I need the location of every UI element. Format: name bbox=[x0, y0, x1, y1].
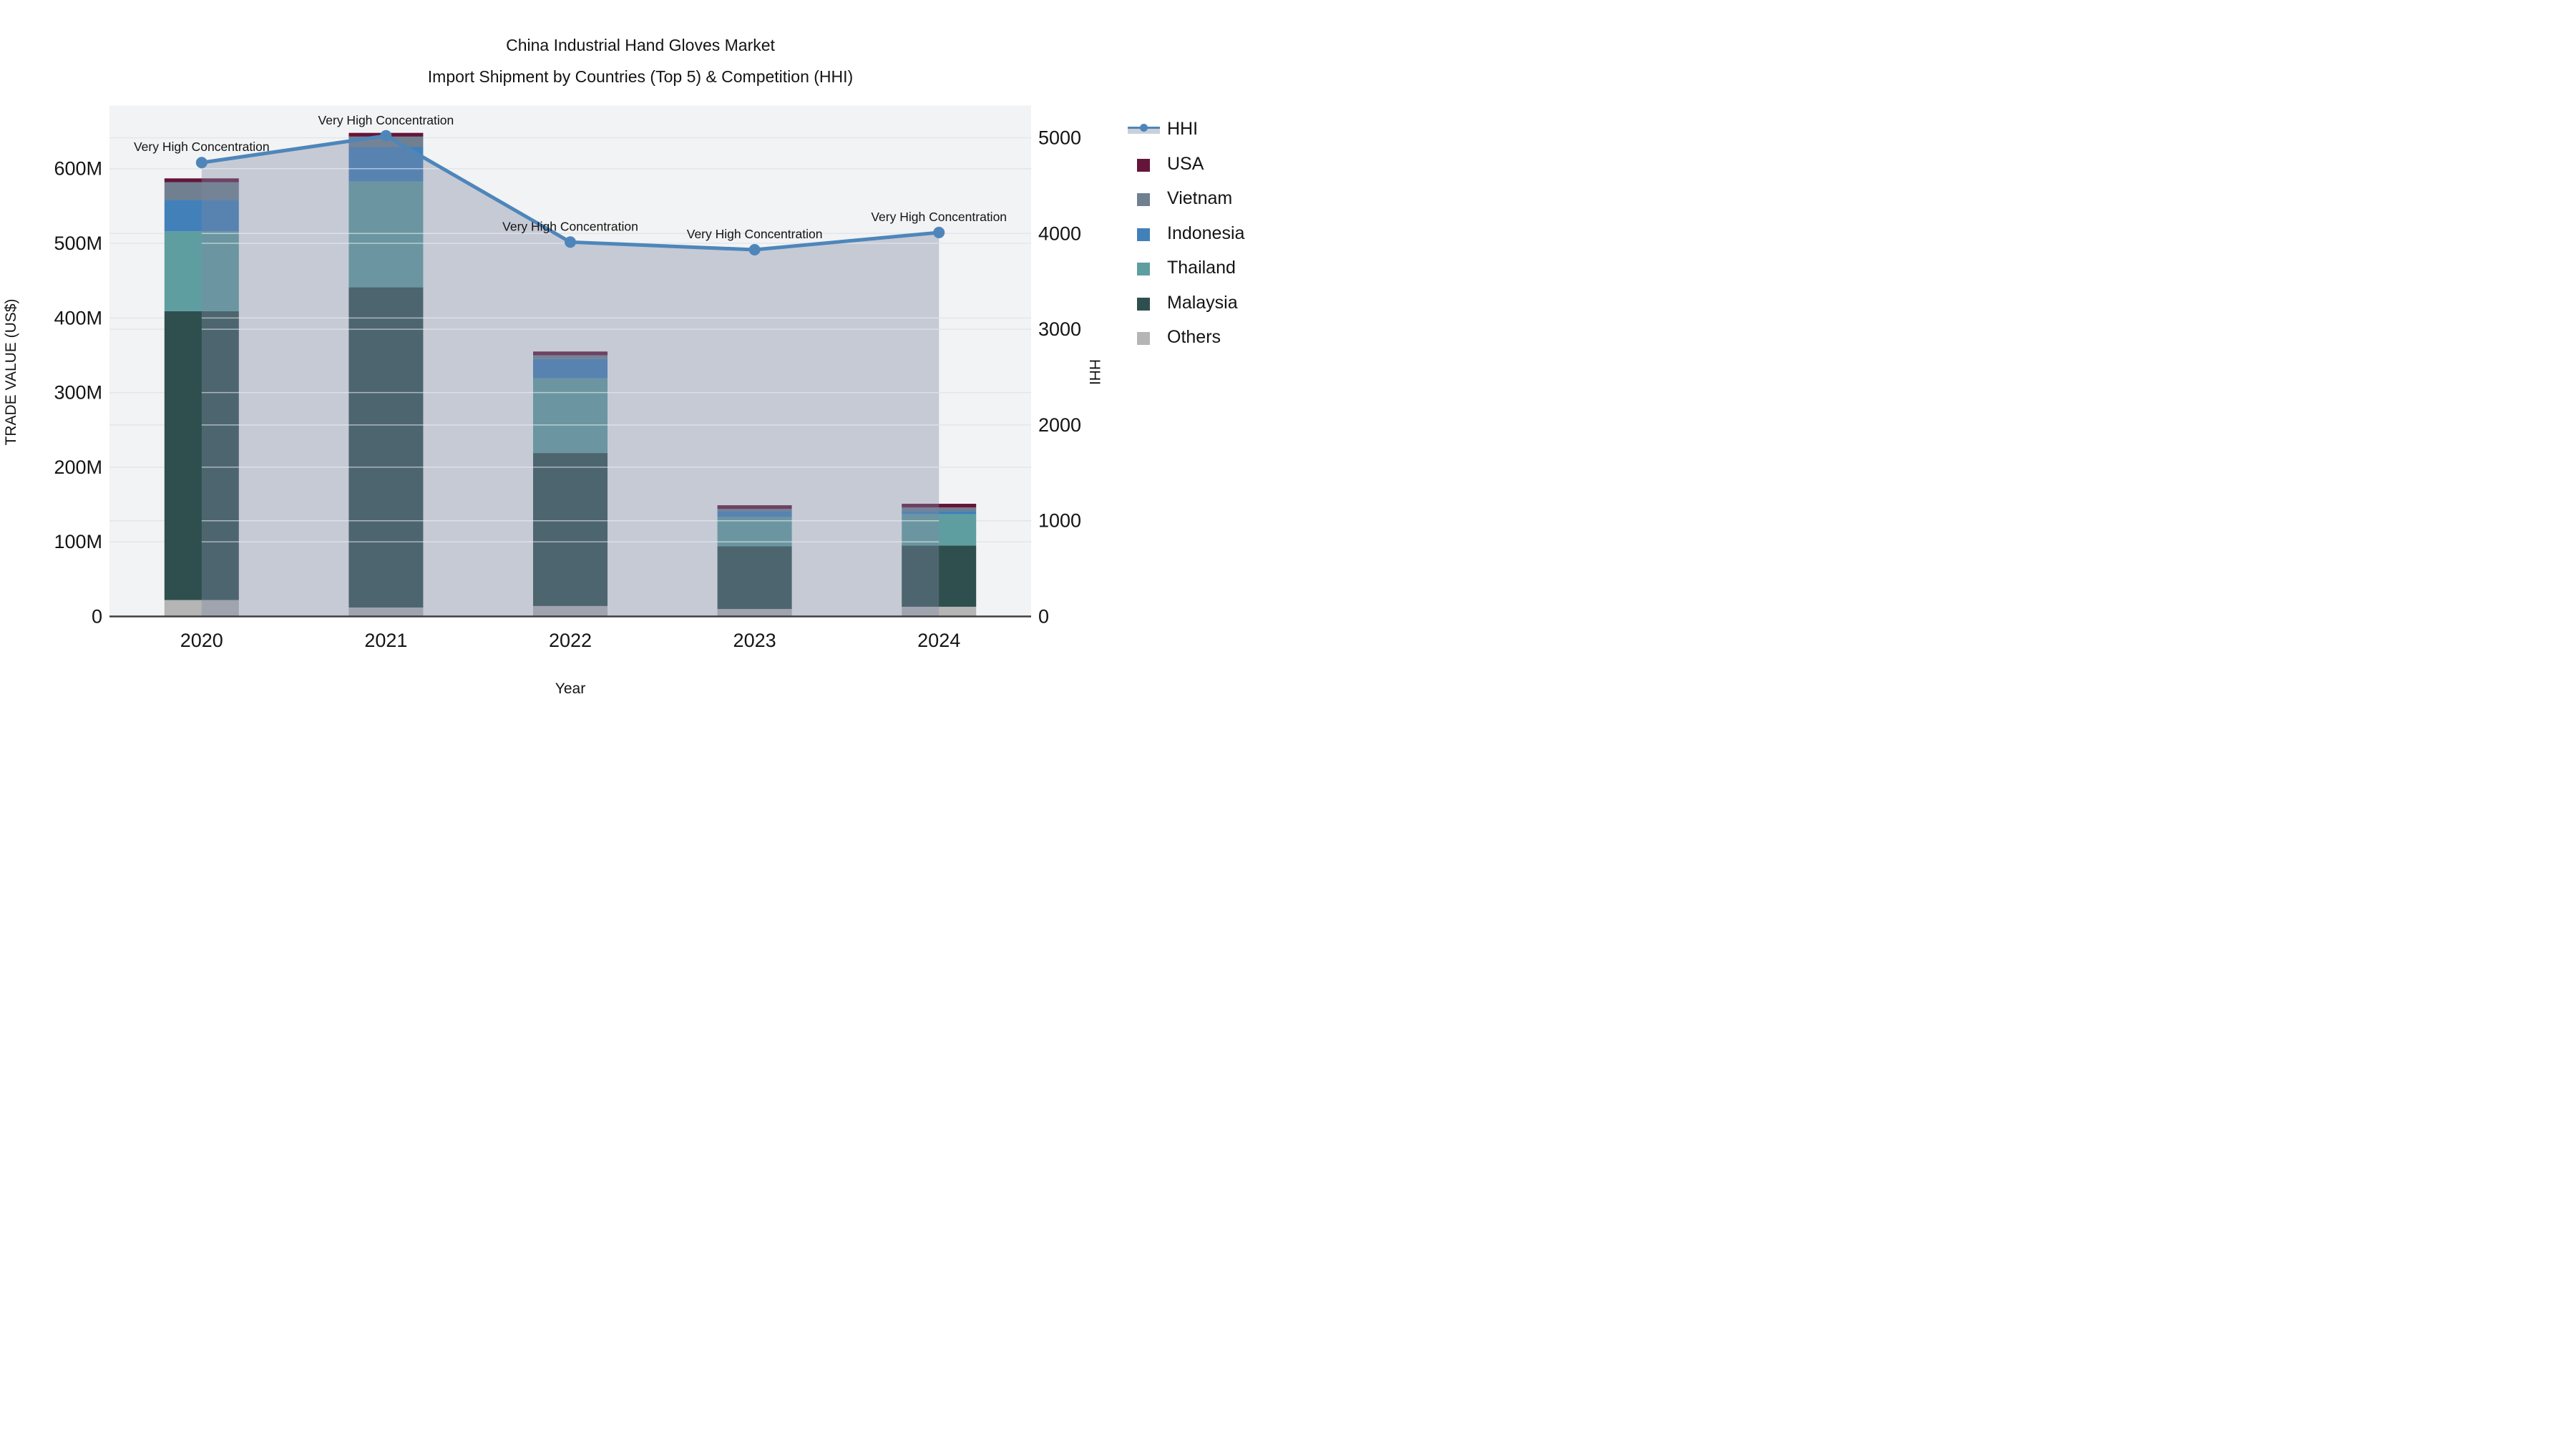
bar-segment-2023-usa bbox=[717, 505, 792, 509]
bar-segment-2024-malaysia bbox=[902, 545, 977, 607]
y-right-tick-3000: 3000 bbox=[1038, 318, 1081, 340]
bar-segment-2022-indonesia bbox=[533, 358, 608, 379]
bar-segment-2024-usa bbox=[902, 504, 977, 508]
hhi-marker-2020 bbox=[195, 157, 208, 169]
bar-segment-2022-others bbox=[533, 605, 608, 617]
legend-hhi-marker-icon bbox=[1140, 124, 1148, 132]
bar-segment-2024-thailand bbox=[902, 514, 977, 546]
y-right-tick-5000: 5000 bbox=[1038, 127, 1081, 148]
bar-segment-2020-vietnam bbox=[164, 182, 239, 200]
hhi-marker-2021 bbox=[380, 130, 392, 142]
bar-segment-2022-thailand bbox=[533, 378, 608, 454]
bar-segment-2022-vietnam bbox=[533, 355, 608, 359]
legend-item-thailand: Thailand bbox=[1128, 256, 1285, 282]
y-left-tick-500M: 500M bbox=[54, 233, 102, 254]
figure: Very High Concentration Very High Concent… bbox=[0, 0, 1288, 725]
bar-segment-2023-indonesia bbox=[717, 511, 792, 517]
bar-segment-2024-vietnam bbox=[902, 507, 977, 512]
legend-swatch-thailand bbox=[1137, 263, 1150, 275]
legend-item-vietnam: Vietnam bbox=[1128, 187, 1285, 213]
bar-segment-2020-usa bbox=[164, 178, 239, 182]
bar-segment-2021-malaysia bbox=[348, 287, 424, 608]
hhi-marker-2023 bbox=[748, 244, 761, 256]
legend-label-hhi: HHI bbox=[1167, 119, 1199, 139]
legend-item-hhi: HHI bbox=[1128, 117, 1285, 143]
legend-label-malaysia: Malaysia bbox=[1167, 292, 1238, 313]
y-left-tick-0: 0 bbox=[92, 606, 102, 628]
bar-segment-2021-indonesia bbox=[348, 147, 424, 182]
bar-segment-2020-malaysia bbox=[164, 311, 239, 600]
legend-label-indonesia: Indonesia bbox=[1167, 223, 1245, 243]
bar-segment-2020-indonesia bbox=[164, 200, 239, 232]
legend-label-usa: USA bbox=[1167, 153, 1204, 174]
hhi-marker-2022 bbox=[565, 236, 576, 248]
legend-item-others: Others bbox=[1128, 326, 1285, 351]
bar-segment-2023-malaysia bbox=[717, 546, 792, 610]
chart-title-line1: China Industrial Hand Gloves Market bbox=[506, 36, 775, 54]
y-left-axis-title: TRADE VALUE (US$) bbox=[3, 299, 19, 446]
legend-swatch-malaysia bbox=[1137, 297, 1150, 311]
chart-canvas: Very High Concentration Very High Concent… bbox=[3, 105, 1103, 697]
legend-item-malaysia: Malaysia bbox=[1128, 291, 1285, 317]
bar-segment-2023-vietnam bbox=[717, 509, 792, 512]
y-right-axis-title: HHI bbox=[1086, 359, 1103, 385]
y-right-tick-1000: 1000 bbox=[1038, 510, 1081, 532]
bar-segment-2024-indonesia bbox=[902, 511, 977, 514]
bar-segment-2021-others bbox=[348, 607, 424, 617]
legend-item-usa: USA bbox=[1128, 152, 1285, 178]
y-left-tick-100M: 100M bbox=[54, 531, 102, 552]
legend-swatch-vietnam bbox=[1137, 193, 1150, 206]
hhi-area-fill bbox=[201, 135, 940, 617]
bar-segment-2024-others bbox=[902, 606, 977, 617]
annotation-2021: Very High Concentration bbox=[318, 113, 454, 127]
x-axis-title: Year bbox=[555, 680, 585, 697]
y-left-tick-300M: 300M bbox=[54, 382, 102, 404]
y-left-tick-600M: 600M bbox=[54, 158, 102, 180]
legend-swatch-indonesia bbox=[1137, 228, 1150, 241]
bar-segment-2023-others bbox=[717, 609, 792, 617]
legend-label-vietnam: Vietnam bbox=[1167, 188, 1233, 208]
x-tick-2022: 2022 bbox=[549, 630, 592, 651]
annotation-2020: Very High Concentration bbox=[134, 140, 270, 154]
hhi-marker-2024 bbox=[933, 226, 945, 238]
legend-item-indonesia: Indonesia bbox=[1128, 222, 1285, 248]
x-tick-2024: 2024 bbox=[917, 630, 960, 651]
y-right-tick-2000: 2000 bbox=[1038, 414, 1081, 436]
x-tick-2023: 2023 bbox=[733, 630, 776, 651]
annotation-2024: Very High Concentration bbox=[871, 210, 1007, 224]
y-left-tick-400M: 400M bbox=[54, 307, 102, 328]
x-tick-2020: 2020 bbox=[180, 630, 223, 651]
bar-segment-2021-thailand bbox=[348, 181, 424, 288]
legend-label-others: Others bbox=[1167, 327, 1221, 347]
legend-swatch-usa bbox=[1137, 158, 1150, 172]
legend-label-thailand: Thailand bbox=[1167, 258, 1236, 278]
bar-segment-2020-thailand bbox=[164, 231, 239, 311]
annotation-2023: Very High Concentration bbox=[687, 227, 823, 241]
bar-segment-2022-malaysia bbox=[533, 453, 608, 606]
annotation-2022: Very High Concentration bbox=[502, 219, 638, 233]
y-right-tick-4000: 4000 bbox=[1038, 223, 1081, 244]
chart-title-line2: Import Shipment by Countries (Top 5) & C… bbox=[427, 67, 854, 86]
y-right-tick-0: 0 bbox=[1038, 606, 1049, 628]
bar-segment-2020-others bbox=[164, 600, 239, 617]
x-tick-2021: 2021 bbox=[364, 630, 407, 651]
legend-swatch-others bbox=[1137, 332, 1150, 345]
bar-segment-2022-usa bbox=[533, 351, 608, 356]
y-left-tick-200M: 200M bbox=[54, 457, 102, 478]
